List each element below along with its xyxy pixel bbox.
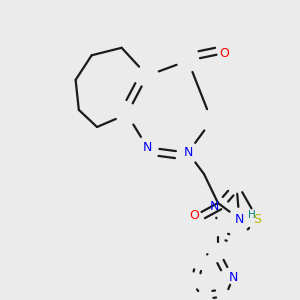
Text: N: N <box>235 212 244 226</box>
Text: O: O <box>190 209 200 222</box>
Text: S: S <box>254 212 262 226</box>
Text: N: N <box>210 200 219 213</box>
Text: O: O <box>219 46 229 60</box>
Text: N: N <box>183 146 193 159</box>
Text: H: H <box>248 210 255 220</box>
Text: N: N <box>228 272 238 284</box>
Text: N: N <box>142 141 152 154</box>
